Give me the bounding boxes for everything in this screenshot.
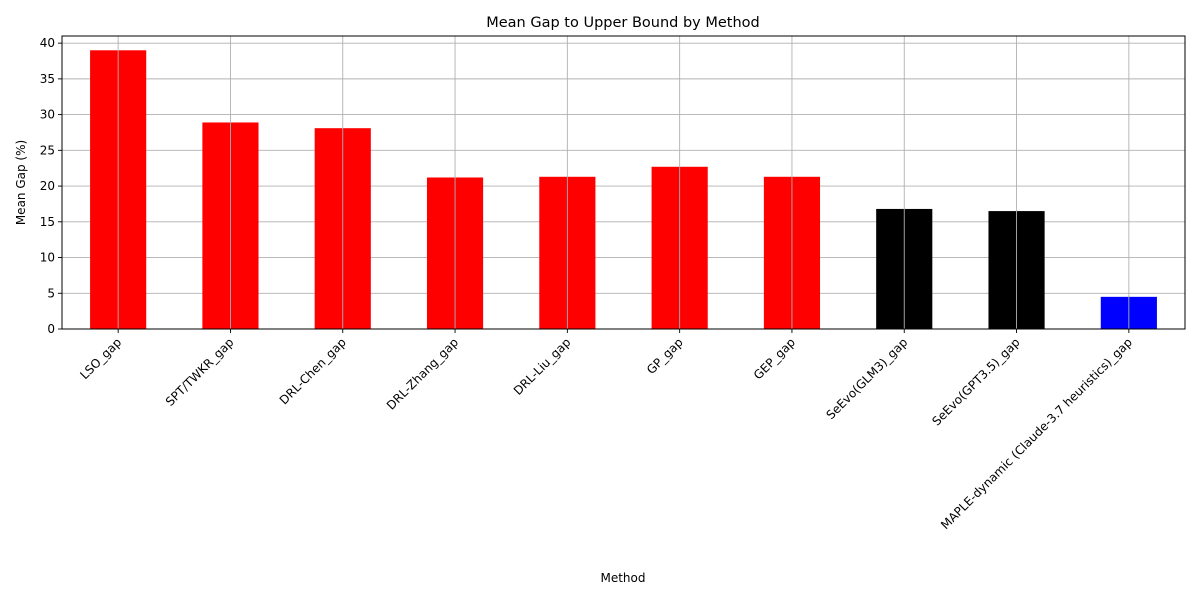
y-tick-label: 20 <box>40 179 55 193</box>
y-tick-label: 15 <box>40 215 55 229</box>
x-tick-label: GEP_gap <box>751 335 798 382</box>
x-tick-label: DRL-Chen_gap <box>277 335 349 407</box>
bars <box>90 50 1157 329</box>
x-tick-label: GP_gap <box>644 335 686 377</box>
y-axis-title: Mean Gap (%) <box>14 140 28 225</box>
y-tick-label: 0 <box>47 322 55 336</box>
x-tick-label: SPT/TWKR_gap <box>163 335 237 409</box>
y-tick-label: 25 <box>40 143 55 157</box>
x-tick-label: DRL-Liu_gap <box>511 335 574 398</box>
y-tick-label: 5 <box>47 286 55 300</box>
x-axis-ticks: LSO_gap SPT/TWKR_gap DRL-Chen_gap DRL-Zhang… <box>77 329 1135 532</box>
y-tick-label: 10 <box>40 251 55 265</box>
y-axis-ticks: 0 5 10 15 20 25 30 35 40 <box>40 36 62 336</box>
y-tick-label: 30 <box>40 108 55 122</box>
x-tick-label: DRL-Zhang_gap <box>384 335 461 412</box>
plot-frame <box>61 35 1186 330</box>
x-axis-title: Method <box>600 571 645 585</box>
x-gridlines <box>117 36 1130 329</box>
x-tick-label: LSO_gap <box>77 335 124 382</box>
x-tick-label: SeEvo(GLM3)_gap <box>823 335 910 422</box>
x-tick-label: MAPLE-dynamic (Claude-3.7 heuristics)_ga… <box>938 335 1135 532</box>
y-tick-label: 35 <box>40 72 55 86</box>
x-tick-label: SeEvo(GPT3.5)_gap <box>929 335 1022 428</box>
y-tick-label: 40 <box>40 36 55 50</box>
chart-title: Mean Gap to Upper Bound by Method <box>486 15 760 31</box>
